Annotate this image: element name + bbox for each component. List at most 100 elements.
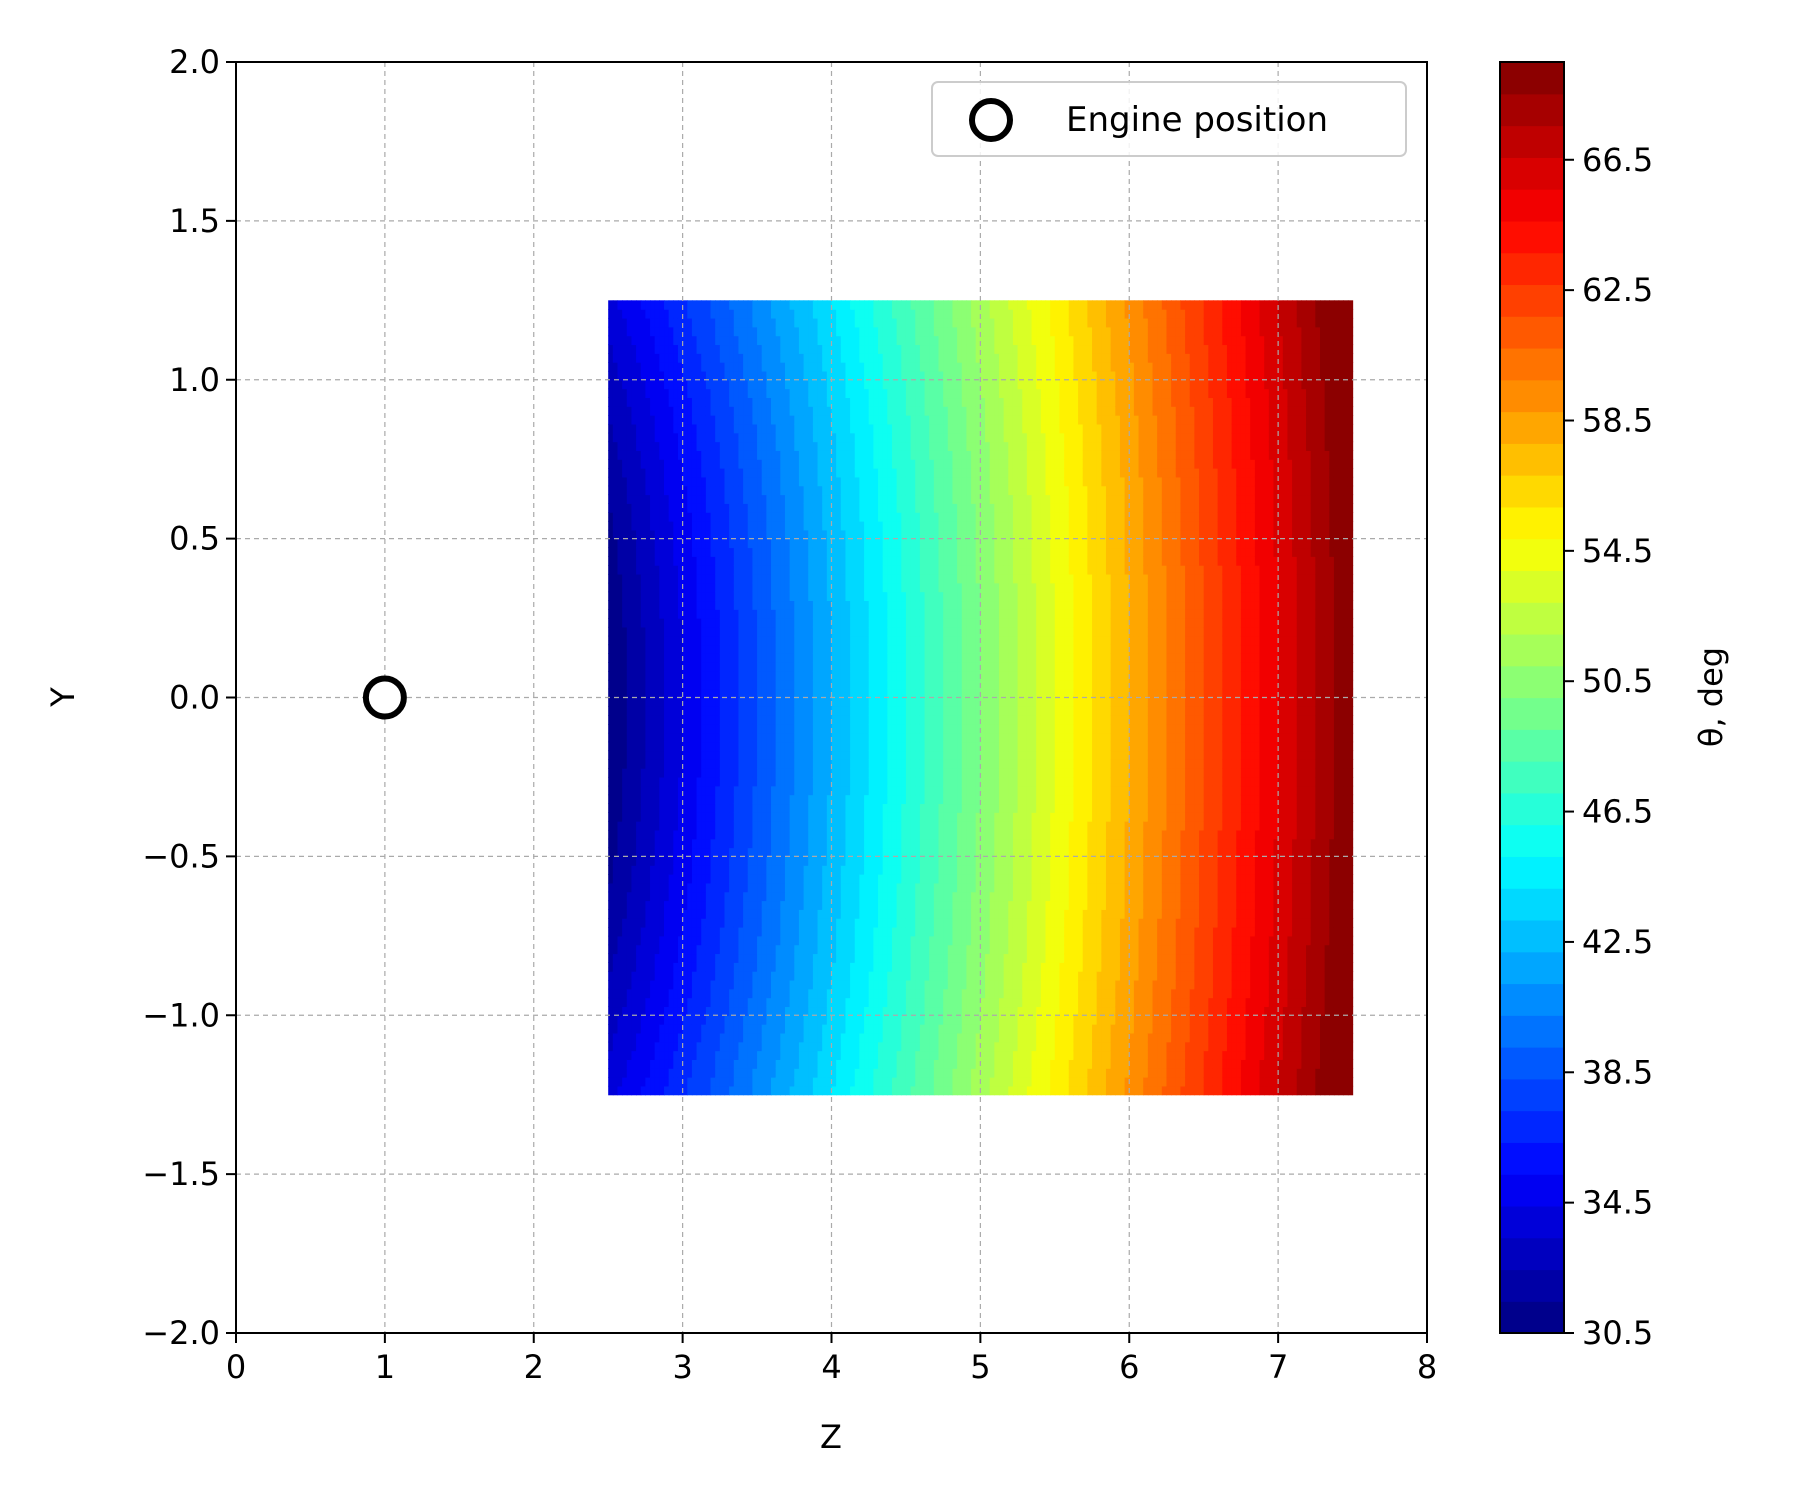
field-cell — [752, 309, 758, 319]
field-cell — [859, 362, 865, 372]
field-cell — [650, 468, 656, 478]
field-cell — [859, 847, 865, 857]
field-cell — [766, 397, 772, 407]
field-cell — [789, 926, 795, 937]
field-cell — [691, 485, 698, 496]
field-cell — [738, 476, 744, 487]
field-cell — [864, 874, 870, 884]
field-cell — [640, 759, 646, 769]
field-cell — [729, 441, 735, 451]
field-cell — [682, 441, 688, 451]
field-cell — [659, 468, 665, 478]
field-cell — [696, 441, 702, 451]
field-cell — [696, 794, 702, 805]
field-cell — [798, 309, 805, 319]
field-cell — [673, 362, 679, 372]
field-cell — [766, 565, 772, 575]
field-cell — [761, 1085, 767, 1096]
field-cell — [612, 476, 619, 487]
field-cell — [668, 459, 674, 469]
field-cell — [840, 979, 847, 990]
field-cell — [724, 688, 730, 699]
field-cell — [757, 565, 763, 575]
field-cell — [854, 953, 861, 963]
field-cell — [826, 891, 833, 902]
field-cell — [622, 979, 628, 990]
field-cell — [710, 1024, 716, 1034]
field-cell — [817, 388, 823, 399]
field-cell — [845, 1041, 851, 1052]
field-cell — [705, 317, 712, 328]
field-cell — [752, 423, 758, 434]
field-cell — [701, 1032, 707, 1043]
field-cell — [705, 309, 712, 319]
field-cell — [631, 344, 637, 354]
field-cell — [677, 962, 684, 972]
field-cell — [664, 459, 670, 469]
field-cell — [724, 626, 730, 637]
field-cell — [733, 362, 740, 372]
field-cell — [608, 344, 614, 354]
field-cell — [664, 538, 670, 549]
field-cell — [845, 1077, 851, 1087]
field-cell — [845, 415, 851, 425]
field-cell — [687, 1085, 693, 1096]
field-cell — [612, 1041, 619, 1052]
field-cell — [747, 309, 754, 319]
field-cell — [761, 944, 767, 955]
field-cell — [798, 962, 805, 972]
field-cell — [798, 556, 805, 566]
field-cell — [798, 909, 805, 919]
field-cell — [854, 423, 861, 434]
field-cell — [622, 1085, 628, 1096]
field-cell — [747, 768, 754, 778]
field-cell — [650, 476, 656, 487]
field-cell — [673, 882, 679, 893]
field-cell — [608, 353, 614, 363]
field-cell — [798, 944, 805, 955]
field-cell — [626, 565, 633, 575]
field-cell — [691, 609, 698, 619]
field-cell — [677, 653, 684, 663]
field-cell — [682, 688, 688, 699]
field-cell — [705, 370, 712, 381]
field-cell — [859, 432, 865, 443]
field-cell — [664, 468, 670, 478]
field-cell — [691, 388, 698, 399]
field-cell — [710, 847, 716, 857]
field-cell — [789, 759, 795, 769]
field-cell — [701, 653, 707, 663]
field-cell — [724, 300, 730, 310]
field-cell — [840, 353, 847, 363]
field-cell — [854, 856, 861, 866]
field-cell — [659, 582, 665, 593]
field-cell — [859, 688, 865, 699]
field-cell — [626, 582, 633, 593]
field-cell — [766, 874, 772, 884]
field-cell — [826, 582, 833, 593]
field-cell — [650, 582, 656, 593]
field-cell — [864, 909, 870, 919]
field-cell — [771, 626, 777, 637]
field-cell — [789, 300, 795, 310]
field-cell — [715, 370, 721, 381]
field-cell — [743, 856, 749, 866]
field-cell — [757, 573, 763, 584]
field-cell — [691, 635, 698, 646]
field-cell — [677, 626, 684, 637]
field-cell — [840, 309, 847, 319]
field-cell — [636, 732, 642, 743]
field-cell — [780, 838, 786, 849]
field-cell — [682, 715, 688, 725]
field-cell — [752, 529, 758, 540]
field-cell — [636, 591, 642, 602]
field-cell — [654, 582, 660, 593]
field-cell — [761, 529, 767, 540]
field-cell — [659, 874, 665, 884]
field-cell — [608, 1077, 614, 1087]
field-cell — [715, 379, 721, 390]
field-cell — [724, 803, 730, 813]
field-cell — [622, 353, 628, 363]
field-cell — [859, 406, 865, 416]
field-cell — [729, 1032, 735, 1043]
